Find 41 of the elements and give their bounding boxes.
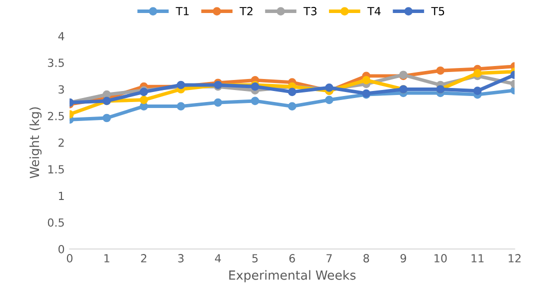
x-tick-label: 0 bbox=[66, 254, 72, 262]
point bbox=[288, 102, 296, 110]
x-tick-label: 4 bbox=[214, 254, 221, 262]
x-tick-label: 10 bbox=[434, 254, 447, 262]
y-tick-label: 0.5 bbox=[48, 218, 64, 227]
point bbox=[473, 86, 482, 96]
legend-label: T1 bbox=[176, 7, 189, 16]
x-tick-label: 1 bbox=[104, 254, 110, 262]
x-tick-label: 2 bbox=[141, 254, 146, 262]
point bbox=[140, 96, 148, 104]
x-tick-label: 5 bbox=[252, 254, 258, 262]
legend-label: T3 bbox=[303, 6, 316, 16]
point bbox=[436, 66, 445, 75]
point bbox=[473, 69, 482, 78]
x-tick-label: 12 bbox=[508, 254, 521, 262]
legend-label: T4 bbox=[367, 7, 381, 16]
x-tick-label: 6 bbox=[289, 254, 295, 262]
y-tick-label: 2.5 bbox=[48, 112, 64, 120]
point bbox=[102, 114, 111, 122]
point bbox=[325, 96, 334, 104]
legend-label: T5 bbox=[431, 7, 444, 16]
y-tick-label: 3 bbox=[58, 85, 64, 94]
x-tick-label: 3 bbox=[178, 254, 184, 262]
y-tick-label: 1 bbox=[58, 192, 64, 200]
y-tick-label: 4 bbox=[58, 32, 64, 40]
y-tick-label: 0 bbox=[58, 244, 64, 254]
x-tick-label: 11 bbox=[472, 254, 484, 262]
point bbox=[214, 98, 222, 107]
point bbox=[250, 96, 260, 106]
legend-label: T2 bbox=[240, 6, 252, 16]
y-tick-label: 1.5 bbox=[48, 165, 64, 174]
x-tick-label: 8 bbox=[363, 254, 370, 262]
y-tick-label: 3.5 bbox=[48, 58, 64, 68]
y-tick-label: 2 bbox=[58, 138, 64, 147]
y-axis-title: Weight (kg) bbox=[29, 107, 42, 178]
point bbox=[288, 88, 296, 96]
x-tick-label: 7 bbox=[326, 254, 332, 262]
x-tick-label: 9 bbox=[400, 254, 406, 262]
point bbox=[362, 76, 370, 84]
x-axis-title: Experimental Weeks bbox=[229, 270, 356, 282]
point bbox=[176, 102, 186, 110]
